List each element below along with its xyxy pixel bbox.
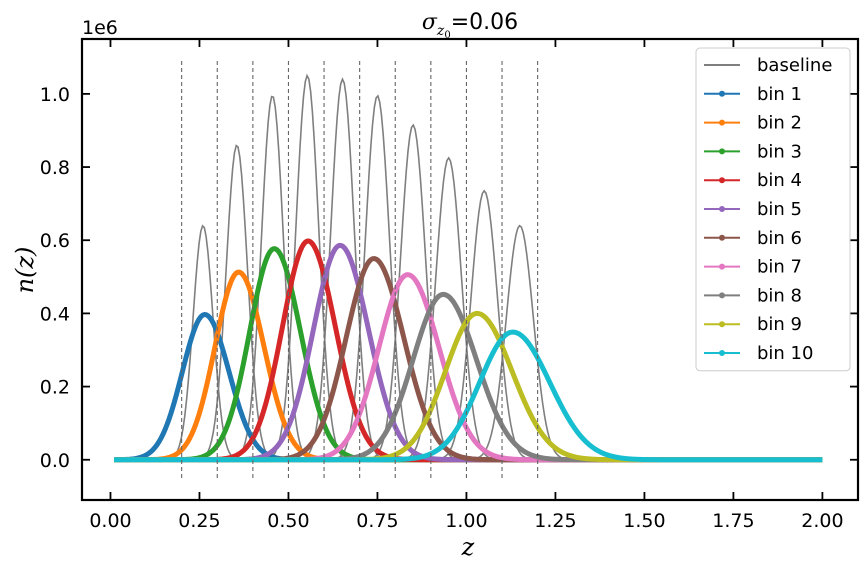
legend-label: bin 9 (757, 314, 802, 335)
legend-item-bin-8: bin 8 (704, 285, 802, 306)
y-tick-label: 0.2 (40, 377, 70, 399)
y-tick-label: 0.8 (40, 157, 70, 179)
x-tick-label: 0.00 (89, 510, 131, 532)
legend-label: bin 6 (757, 228, 802, 249)
x-axis-label: z (461, 533, 475, 561)
x-tick-label: 0.50 (267, 510, 309, 532)
plot-frame (80, 37, 860, 502)
legend-label: baseline (757, 55, 832, 76)
legend-marker (719, 90, 725, 97)
legend-label: bin 5 (757, 199, 802, 220)
legend-marker (719, 350, 725, 356)
legend-marker (719, 177, 725, 184)
title-sub-0: 0 (444, 30, 450, 41)
legend-item-bin-2: bin 2 (704, 113, 802, 134)
legend-item-bin-6: bin 6 (704, 228, 802, 249)
legend-item-bin-9: bin 9 (704, 314, 802, 335)
legend-box (695, 47, 851, 372)
y-tick-label: 0.6 (40, 230, 70, 252)
legend-label: bin 1 (757, 84, 802, 105)
bin-curves (113, 238, 824, 463)
x-tick-label: 0.25 (178, 510, 220, 532)
legend-item-baseline: baseline (704, 55, 832, 76)
legend-item-bin-10: bin 10 (704, 343, 813, 364)
legend-marker (719, 292, 725, 299)
x-tick-label: 1.00 (445, 510, 487, 532)
ticks: 0.00 0.25 0.50 0.75 1.00 1.25 1.50 1.75 2.00 0.0 0… (40, 39, 858, 532)
x-tick-label: 1.50 (623, 510, 665, 532)
x-tick-label: 0.75 (356, 510, 398, 532)
series-bin-10 (113, 329, 824, 463)
y-tick-label: 0.0 (40, 450, 70, 472)
y-axis-label: n(z) (11, 247, 39, 294)
x-tick-label: 1.75 (712, 510, 754, 532)
x-tick-label: 2.00 (801, 510, 843, 532)
legend-item-bin-7: bin 7 (704, 257, 802, 278)
title-sigma: σ (422, 10, 438, 35)
y-tick-label: 0.4 (40, 303, 70, 325)
legend-item-bin-3: bin 3 (704, 141, 802, 162)
legend-marker (719, 119, 725, 126)
legend-marker (719, 234, 725, 241)
legend-marker (719, 148, 725, 155)
legend-label: bin 3 (757, 141, 802, 162)
legend-label: bin 10 (757, 343, 813, 364)
legend-label: bin 7 (757, 257, 802, 278)
legend-label: bin 8 (757, 285, 802, 306)
title-value: =0.06 (451, 10, 518, 35)
legend-item-bin-5: bin 5 (704, 199, 802, 220)
axes (80, 37, 860, 502)
legend-label: bin 2 (757, 113, 802, 134)
y-tick-label: 1.0 (40, 84, 70, 106)
title-sub-z: z (436, 23, 445, 39)
legend-marker (719, 263, 725, 270)
legend-marker (719, 206, 725, 212)
y-offset-text: 1e6 (82, 17, 118, 39)
legend-marker (719, 321, 725, 328)
chart-title: σz0=0.06 (422, 10, 518, 41)
legend-item-bin-4: bin 4 (704, 170, 802, 191)
legend-label: bin 4 (757, 170, 802, 191)
legend: baseline bin 1 bin 2 bin 3 bin 4 bin 5 bin 6 bi… (695, 47, 851, 372)
legend-item-bin-1: bin 1 (704, 84, 802, 105)
x-tick-label: 1.25 (534, 510, 576, 532)
